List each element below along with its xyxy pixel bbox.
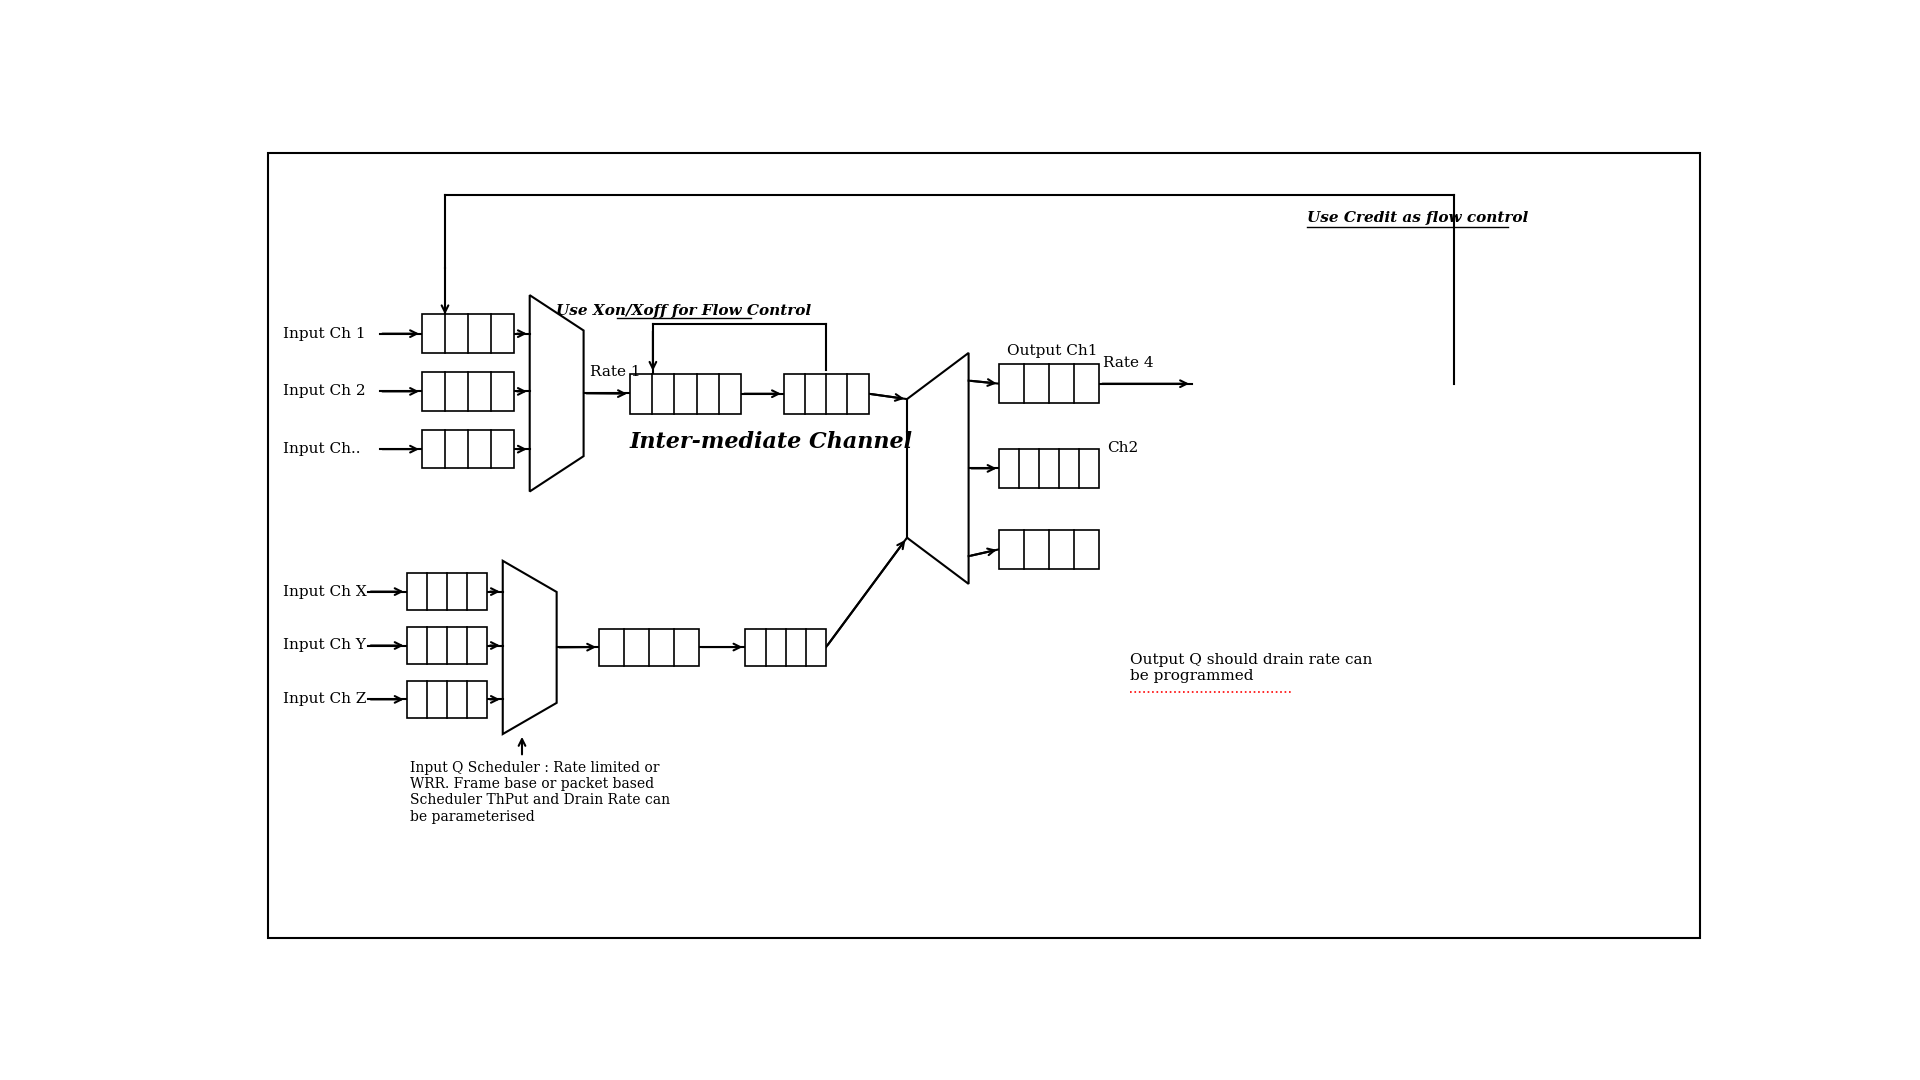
Text: Ch2: Ch2 [1108, 441, 1139, 455]
Bar [630, 374, 741, 414]
Text: Output Q should drain rate can
be programmed: Output Q should drain rate can be progra… [1131, 653, 1373, 684]
Text: Rate 4: Rate 4 [1104, 355, 1154, 369]
Text: Output Ch1: Output Ch1 [1008, 345, 1098, 359]
Bar [407, 627, 488, 664]
Text: Input Q Scheduler : Rate limited or
WRR. Frame base or packet based
Scheduler Th: Input Q Scheduler : Rate limited or WRR.… [411, 761, 670, 824]
Text: Input Ch Z: Input Ch Z [284, 692, 367, 706]
Text: Input Ch 2: Input Ch 2 [284, 384, 367, 399]
Bar [1000, 449, 1100, 488]
Text: Input Ch..: Input Ch.. [284, 442, 361, 456]
Bar [599, 629, 699, 665]
Text: Rate 1: Rate 1 [589, 365, 641, 379]
Text: Input Ch 1: Input Ch 1 [284, 326, 367, 340]
Text: Use Credit as flow control: Use Credit as flow control [1308, 212, 1528, 225]
Bar [422, 430, 515, 469]
Bar [407, 680, 488, 718]
Bar [1000, 364, 1100, 403]
Bar [1000, 530, 1100, 568]
Bar [783, 374, 868, 414]
Text: Use Xon/Xoff for Flow Control: Use Xon/Xoff for Flow Control [557, 303, 812, 318]
Text: Input Ch Y: Input Ch Y [284, 638, 367, 652]
Text: Input Ch X: Input Ch X [284, 584, 367, 598]
Bar [422, 373, 515, 410]
Bar [407, 573, 488, 610]
Bar [745, 629, 826, 665]
Text: Inter-mediate Channel: Inter-mediate Channel [630, 431, 912, 453]
Bar [422, 314, 515, 353]
